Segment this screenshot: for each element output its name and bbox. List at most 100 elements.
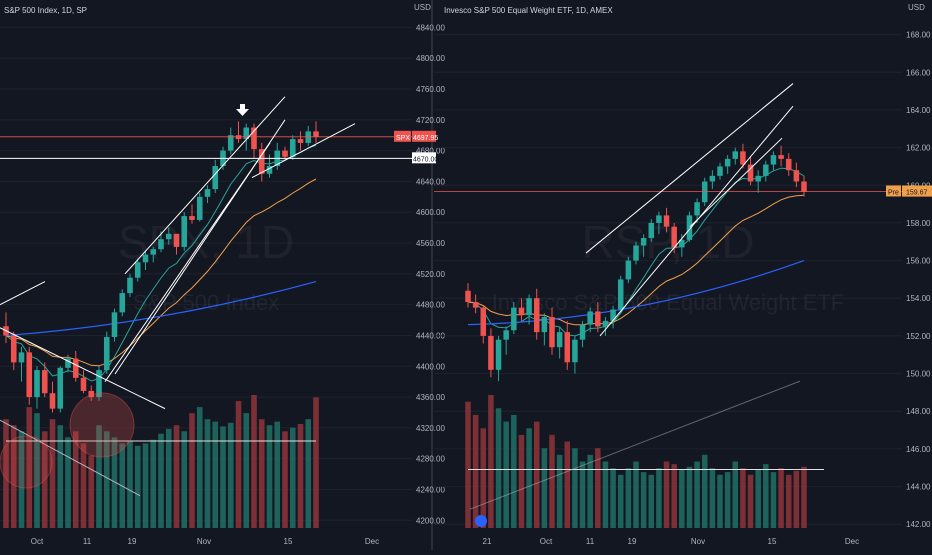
x-tick-label: 19 xyxy=(128,537,137,546)
candle[interactable] xyxy=(549,307,555,355)
candle[interactable] xyxy=(793,162,800,188)
candle[interactable] xyxy=(196,192,203,222)
candle[interactable] xyxy=(80,370,87,394)
candle[interactable] xyxy=(778,145,784,167)
candle[interactable] xyxy=(3,312,9,344)
candle[interactable] xyxy=(587,307,593,333)
candle[interactable] xyxy=(212,159,219,193)
volume-bar xyxy=(88,455,95,528)
candle[interactable] xyxy=(49,381,56,413)
trendline-inner[interactable] xyxy=(689,137,783,228)
candle[interactable] xyxy=(119,289,126,317)
highlight-circle[interactable] xyxy=(0,435,53,489)
candle[interactable] xyxy=(10,331,17,371)
candle[interactable] xyxy=(57,366,64,413)
candle[interactable] xyxy=(297,131,304,151)
candle[interactable] xyxy=(258,142,265,182)
candle[interactable] xyxy=(488,328,494,378)
candle[interactable] xyxy=(625,256,632,284)
candle[interactable] xyxy=(610,305,616,329)
highlight-circle[interactable] xyxy=(69,392,135,458)
candle[interactable] xyxy=(709,170,716,190)
candle[interactable] xyxy=(694,198,700,223)
candle[interactable] xyxy=(633,241,639,265)
candle[interactable] xyxy=(472,294,479,314)
candle[interactable] xyxy=(41,362,48,398)
candle[interactable] xyxy=(26,347,33,405)
candle[interactable] xyxy=(648,219,655,242)
candle[interactable] xyxy=(579,320,586,348)
candle[interactable] xyxy=(65,354,71,373)
y-tick-label: 4360.00 xyxy=(416,393,445,402)
candle[interactable] xyxy=(111,308,118,342)
candle[interactable] xyxy=(465,283,471,308)
candle[interactable] xyxy=(34,366,40,409)
candle[interactable] xyxy=(617,275,624,314)
candle[interactable] xyxy=(181,212,188,251)
trendline-upper[interactable] xyxy=(124,96,286,275)
candle[interactable] xyxy=(313,121,319,143)
chart-panel-2[interactable]: 168.00166.00164.00162.00160.00158.00156.… xyxy=(434,3,932,546)
candle[interactable] xyxy=(282,146,288,160)
volume-bar xyxy=(686,466,693,528)
candle[interactable] xyxy=(533,288,540,340)
candle[interactable] xyxy=(640,234,647,257)
candle[interactable] xyxy=(511,302,517,335)
candle[interactable] xyxy=(732,147,739,165)
candle[interactable] xyxy=(556,326,563,359)
trendline-down[interactable] xyxy=(0,327,166,410)
candle[interactable] xyxy=(165,227,172,245)
volume-bar xyxy=(212,421,219,528)
candle[interactable] xyxy=(595,302,601,333)
candle[interactable] xyxy=(770,151,777,171)
y-tick-label: 4800.00 xyxy=(416,54,445,63)
candle[interactable] xyxy=(18,347,25,382)
candle-body xyxy=(724,158,731,167)
candle[interactable] xyxy=(602,317,609,336)
candle[interactable] xyxy=(480,305,487,344)
trendline-flag[interactable] xyxy=(251,123,356,179)
trendline-upper[interactable] xyxy=(585,83,794,254)
candle[interactable] xyxy=(572,335,578,374)
volume-bar xyxy=(289,427,296,528)
candle[interactable] xyxy=(227,127,234,155)
candle[interactable] xyxy=(526,294,532,325)
trendline-lower[interactable] xyxy=(104,142,271,382)
candle[interactable] xyxy=(251,123,257,159)
candle-body xyxy=(778,155,784,159)
chart-panel-1[interactable]: 4840.00 4800.00 4760.00 4720.00 4680.00 4640.… xyxy=(0,3,445,546)
candle[interactable] xyxy=(204,185,211,203)
candle[interactable] xyxy=(686,211,693,242)
candle[interactable] xyxy=(740,143,746,169)
candle[interactable] xyxy=(495,335,502,382)
candle[interactable] xyxy=(142,250,149,270)
candle[interactable] xyxy=(96,366,102,401)
candle[interactable] xyxy=(785,153,792,176)
candle[interactable] xyxy=(541,313,548,346)
candle[interactable] xyxy=(88,385,95,401)
trendline-short[interactable] xyxy=(0,281,46,306)
candle[interactable] xyxy=(564,320,571,370)
candle[interactable] xyxy=(755,170,761,193)
candle[interactable] xyxy=(518,298,525,321)
candle[interactable] xyxy=(503,326,509,355)
candle[interactable] xyxy=(103,331,110,374)
candle[interactable] xyxy=(747,157,754,186)
candle[interactable] xyxy=(801,175,807,197)
candle[interactable] xyxy=(656,211,662,235)
candle[interactable] xyxy=(305,125,312,147)
candle[interactable] xyxy=(724,155,731,174)
candle[interactable] xyxy=(663,207,670,233)
candle[interactable] xyxy=(72,350,79,382)
logo-badge-icon xyxy=(475,515,487,527)
candle[interactable] xyxy=(173,233,180,255)
candle[interactable] xyxy=(150,246,157,263)
candle[interactable] xyxy=(158,231,164,253)
candle[interactable] xyxy=(127,273,133,297)
candle[interactable] xyxy=(189,204,195,224)
candle[interactable] xyxy=(235,121,242,143)
candle[interactable] xyxy=(763,160,769,182)
candle[interactable] xyxy=(717,162,723,180)
candle[interactable] xyxy=(134,258,141,282)
